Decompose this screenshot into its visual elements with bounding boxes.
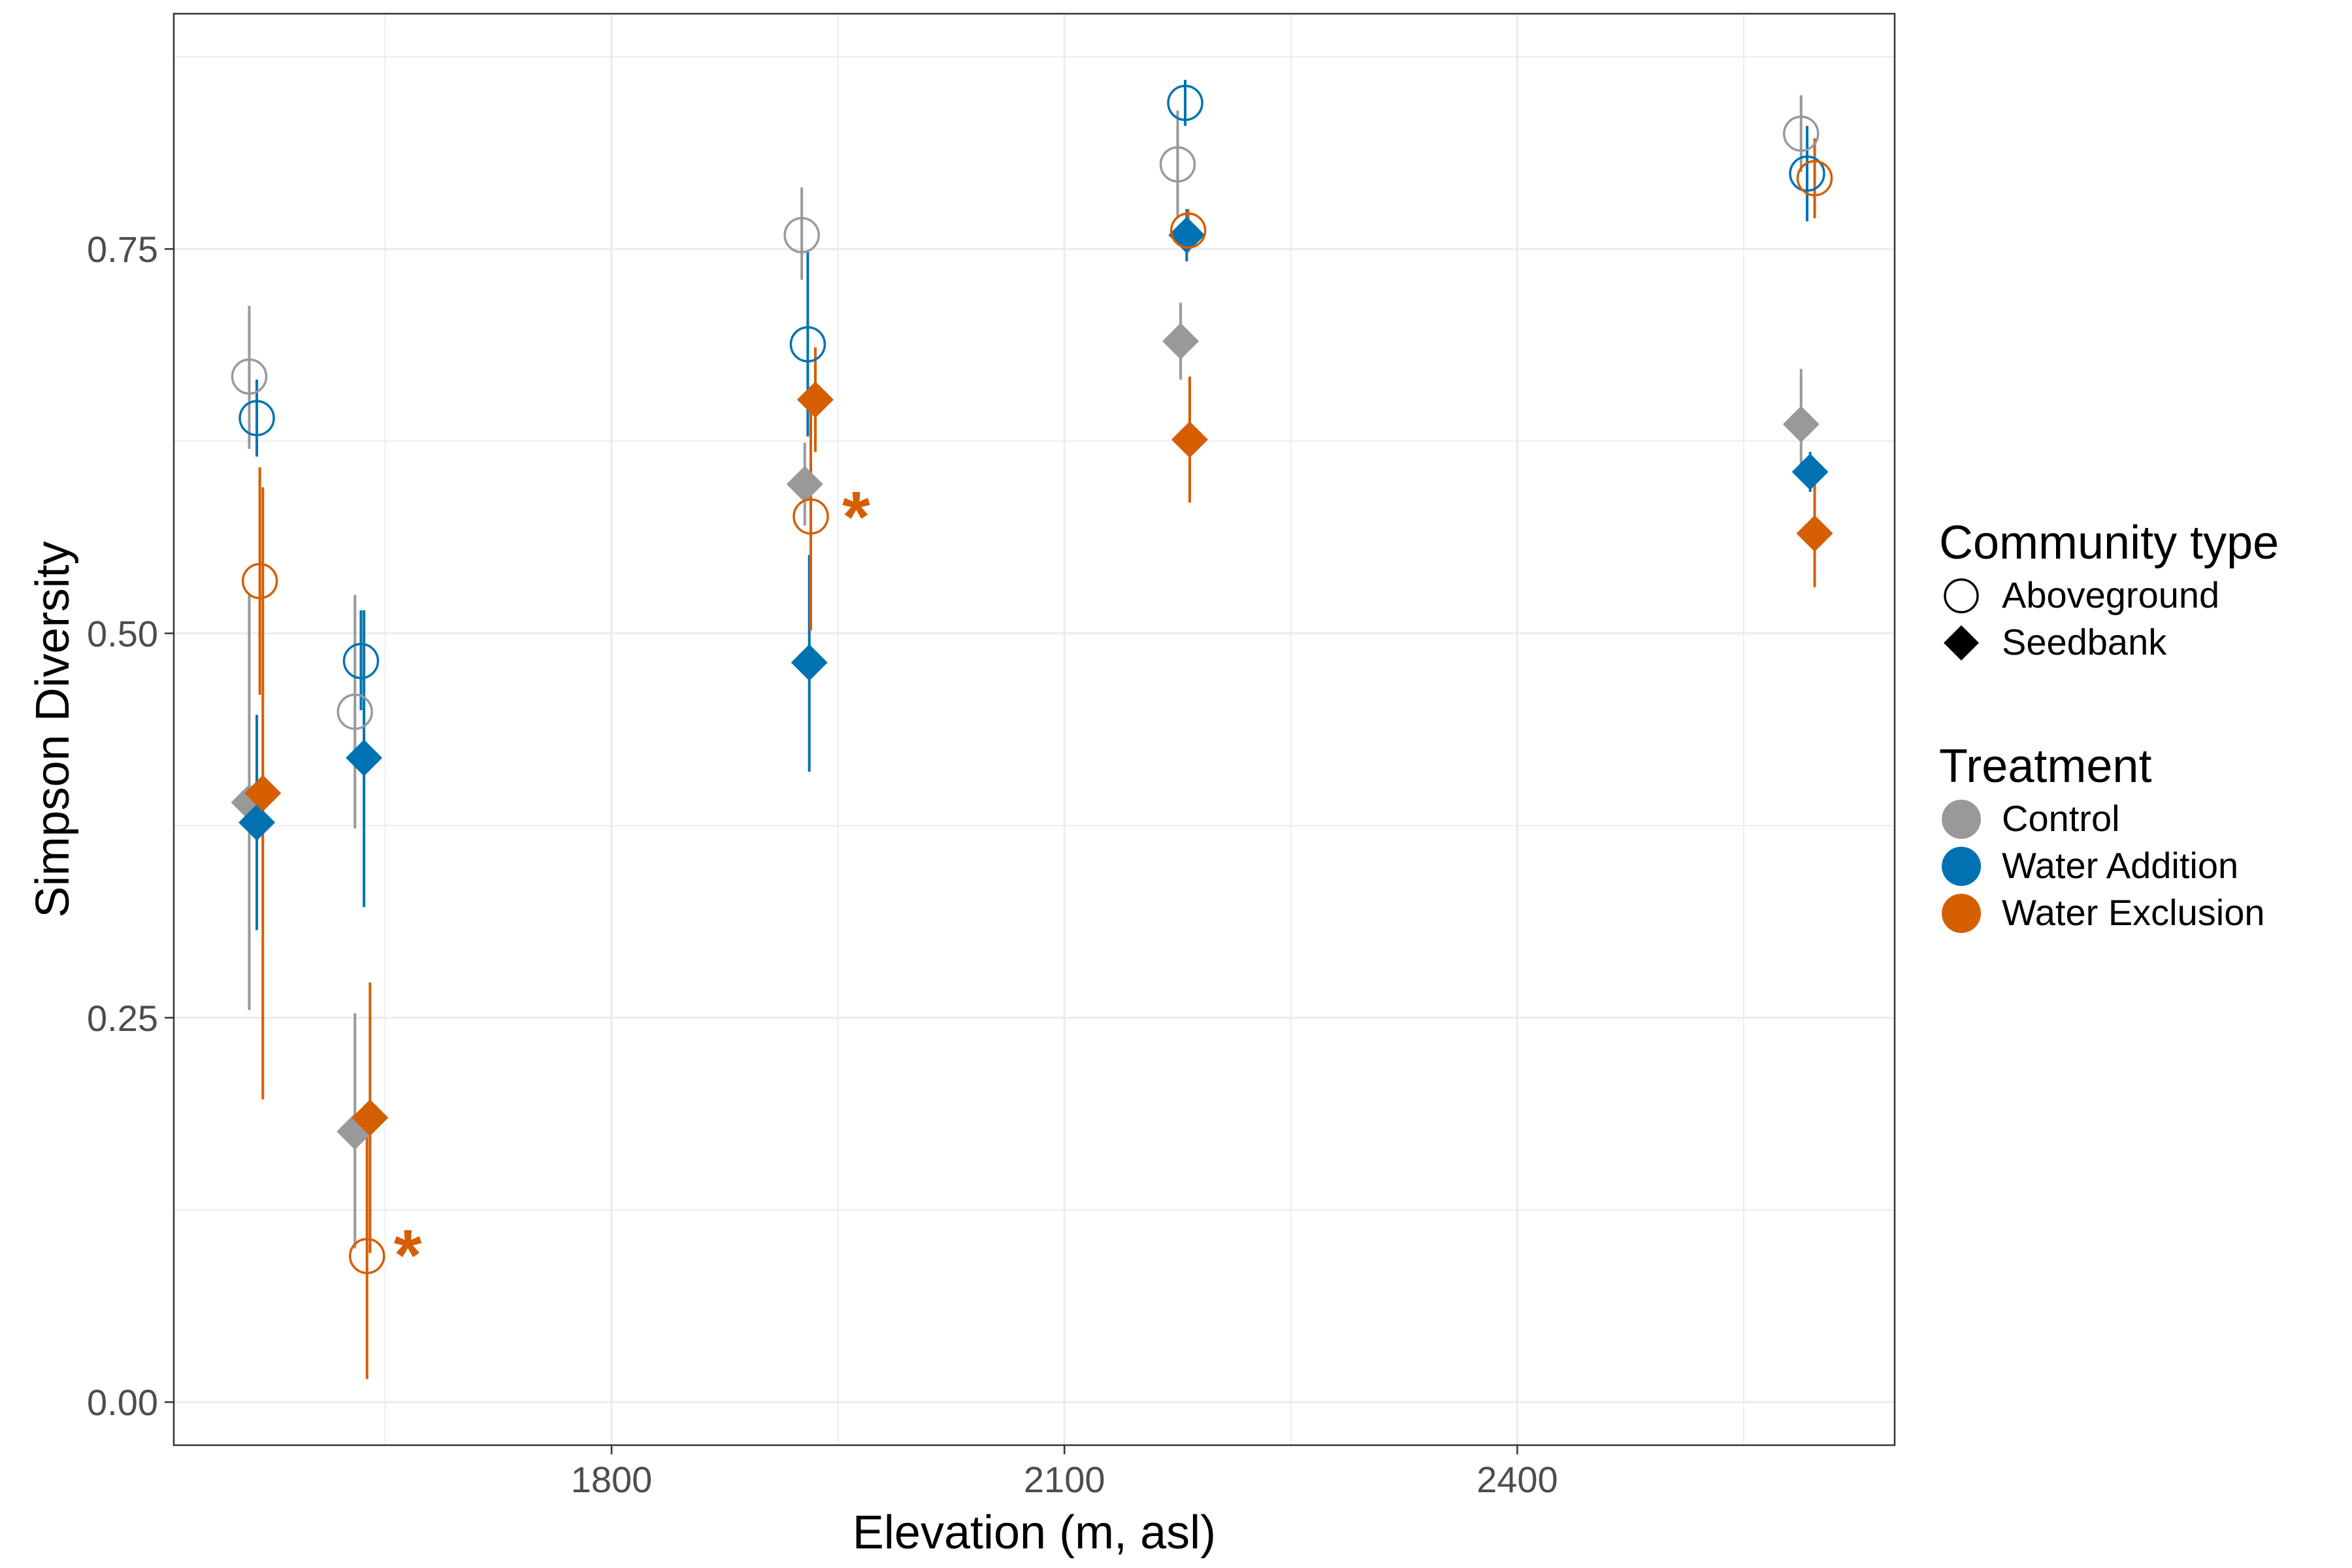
x-tick-label: 2100: [1024, 1459, 1105, 1500]
point-aboveground-water-addition: [238, 400, 275, 436]
y-axis-title: Simpson Diversity: [27, 541, 79, 917]
legend-key-open-circle: [1944, 578, 1979, 613]
point-seedbank-control: [1782, 406, 1820, 443]
point-aboveground-control: [231, 358, 268, 395]
point-aboveground-water-exclusion: [241, 563, 278, 600]
legend-label: Control: [2002, 798, 2120, 839]
legend-key-control: [1942, 800, 1981, 839]
legend-key-diamond: [1944, 625, 1979, 661]
point-seedbank-water-addition: [791, 644, 828, 681]
point-seedbank-water-addition: [238, 804, 276, 841]
point-seedbank-water-exclusion: [351, 1099, 389, 1136]
point-aboveground-water-exclusion: [348, 1237, 385, 1275]
legend-key-water-addition: [1942, 847, 1981, 886]
x-axis-title: Elevation (m, asl): [853, 1507, 1216, 1559]
point-seedbank-control: [1162, 323, 1200, 360]
point-seedbank-water-exclusion: [796, 381, 834, 418]
point-aboveground-water-exclusion: [792, 498, 829, 535]
point-aboveground-water-addition: [1167, 84, 1203, 122]
legend-label: Water Addition: [2002, 845, 2238, 886]
legend-label: Seedbank: [2002, 621, 2167, 662]
y-tick-label: 0.50: [87, 613, 158, 654]
point-aboveground-water-addition: [1789, 155, 1825, 192]
legend-title: Treatment: [1939, 740, 2151, 792]
point-seedbank-control: [786, 466, 823, 503]
point-seedbank-water-addition: [346, 740, 383, 777]
y-tick-label: 0.00: [87, 1382, 158, 1423]
legend: Community type Aboveground Seedbank Treatme…: [1939, 517, 2279, 933]
point-aboveground-water-addition: [789, 326, 826, 363]
x-tick-label: 2400: [1477, 1459, 1558, 1500]
y-axis: 0.00 0.25 0.50 0.75: [87, 229, 174, 1423]
x-axis: 1800 2100 2400: [571, 1445, 1558, 1500]
point-aboveground-water-exclusion: [1796, 160, 1833, 197]
point-seedbank-water-exclusion: [1796, 515, 1833, 552]
point-seedbank-water-exclusion: [244, 775, 282, 812]
legend-key-water-exclusion: [1942, 894, 1981, 933]
point-seedbank-water-addition: [1791, 453, 1829, 491]
y-tick-label: 0.25: [87, 998, 158, 1039]
legend-label: Water Exclusion: [2002, 892, 2265, 933]
panel-border: [172, 12, 1896, 1446]
points: [231, 84, 1833, 1275]
y-tick-label: 0.75: [87, 229, 158, 270]
significance-marker: *: [842, 477, 870, 557]
grid: [174, 14, 1895, 1445]
point-aboveground-control: [783, 217, 820, 253]
point-aboveground-water-exclusion: [1169, 212, 1207, 249]
legend-title: Community type: [1939, 517, 2279, 569]
point-aboveground-control: [1782, 115, 1820, 152]
point-aboveground-water-addition: [342, 643, 380, 679]
point-aboveground-control: [336, 693, 374, 730]
legend-label: Aboveground: [2002, 574, 2219, 615]
annotations: **: [394, 477, 870, 1296]
point-aboveground-control: [1159, 146, 1196, 183]
significance-marker: *: [394, 1215, 422, 1296]
point-seedbank-water-exclusion: [1171, 421, 1208, 458]
x-tick-label: 1800: [571, 1459, 653, 1500]
